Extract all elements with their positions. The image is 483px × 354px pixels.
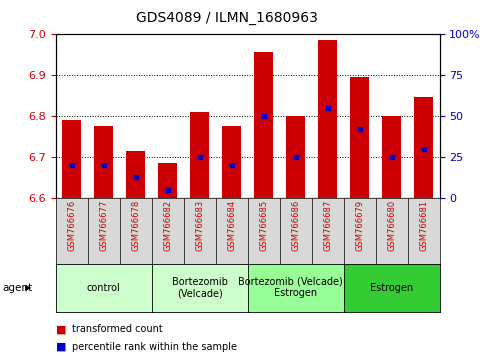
Point (260, 113, 268, 119)
Point (132, 174, 140, 180)
Text: ■: ■ (56, 342, 66, 352)
Point (164, 187, 171, 193)
Point (324, 105, 331, 110)
Bar (414, 97, 433, 198)
Text: GSM766682: GSM766682 (163, 200, 172, 251)
Bar (158, 163, 177, 198)
Text: agent: agent (2, 282, 32, 293)
Bar (286, 116, 305, 198)
Bar (254, 52, 273, 198)
Text: GSM766678: GSM766678 (131, 200, 140, 251)
Bar (62, 120, 81, 198)
Text: GSM766679: GSM766679 (355, 200, 364, 251)
Text: GSM766685: GSM766685 (259, 200, 268, 251)
Text: GDS4089 / ILMN_1680963: GDS4089 / ILMN_1680963 (136, 11, 318, 25)
Point (196, 154, 203, 160)
Bar (318, 40, 337, 198)
Text: Bortezomib
(Velcade): Bortezomib (Velcade) (171, 277, 227, 298)
Text: control: control (86, 282, 120, 293)
Text: ▶: ▶ (25, 283, 31, 292)
Bar (126, 151, 145, 198)
Text: GSM766680: GSM766680 (387, 200, 396, 251)
Text: Estrogen: Estrogen (370, 282, 413, 293)
Point (292, 154, 299, 160)
Text: ■: ■ (56, 324, 66, 334)
Bar (350, 77, 369, 198)
Text: Bortezomib (Velcade) +
Estrogen: Bortezomib (Velcade) + Estrogen (238, 277, 354, 298)
Text: GSM766686: GSM766686 (291, 200, 300, 251)
Bar (94, 126, 113, 198)
Text: GSM766683: GSM766683 (195, 200, 204, 251)
Bar (190, 112, 209, 198)
Text: transformed count: transformed count (72, 324, 163, 334)
Text: GSM766676: GSM766676 (67, 200, 76, 251)
Text: percentile rank within the sample: percentile rank within the sample (72, 342, 238, 352)
Point (99, 162, 107, 168)
Point (68, 162, 75, 168)
Point (227, 162, 235, 168)
Text: GSM766677: GSM766677 (99, 200, 108, 251)
Text: GSM766681: GSM766681 (419, 200, 428, 251)
Text: GSM766684: GSM766684 (227, 200, 236, 251)
Bar (382, 116, 401, 198)
Point (355, 126, 363, 132)
Bar (222, 126, 241, 198)
Point (388, 154, 396, 160)
Text: GSM766687: GSM766687 (323, 200, 332, 251)
Point (420, 146, 427, 152)
